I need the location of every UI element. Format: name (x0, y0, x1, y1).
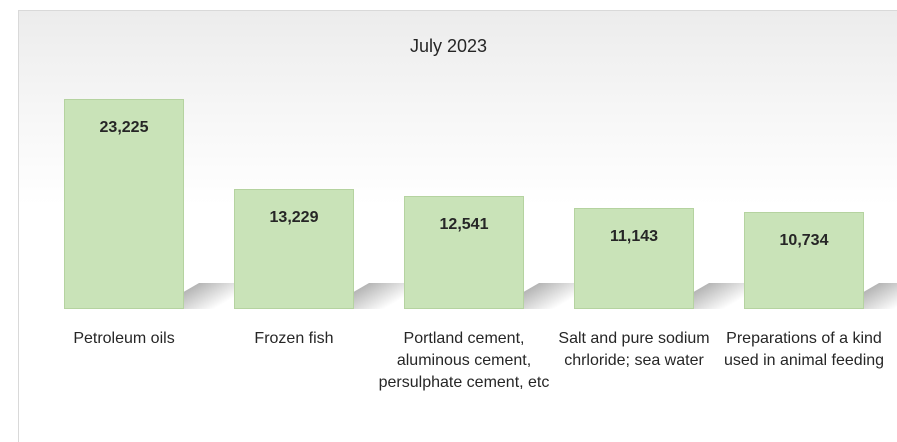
bar (744, 211, 864, 309)
value-label: 13,229 (269, 209, 319, 227)
bar (404, 195, 524, 309)
x-tick-label: Salt and pure sodium chrloride; sea wate… (558, 330, 710, 369)
bar (574, 208, 694, 309)
bar (64, 99, 184, 309)
x-tick-label: Preparations of a kind used in animal fe… (723, 330, 885, 369)
value-label: 10,734 (779, 231, 829, 249)
value-label: 12,541 (439, 215, 489, 233)
x-tick-label: Petroleum oils (73, 330, 175, 347)
value-label: 11,143 (609, 228, 659, 246)
bar (234, 189, 354, 309)
x-tick-label: Portland cement, aluminous cement, persu… (378, 330, 550, 391)
x-tick-label: Frozen fish (254, 330, 334, 347)
value-label: 23,225 (99, 119, 149, 136)
chart-title: July 2023 (409, 36, 488, 56)
